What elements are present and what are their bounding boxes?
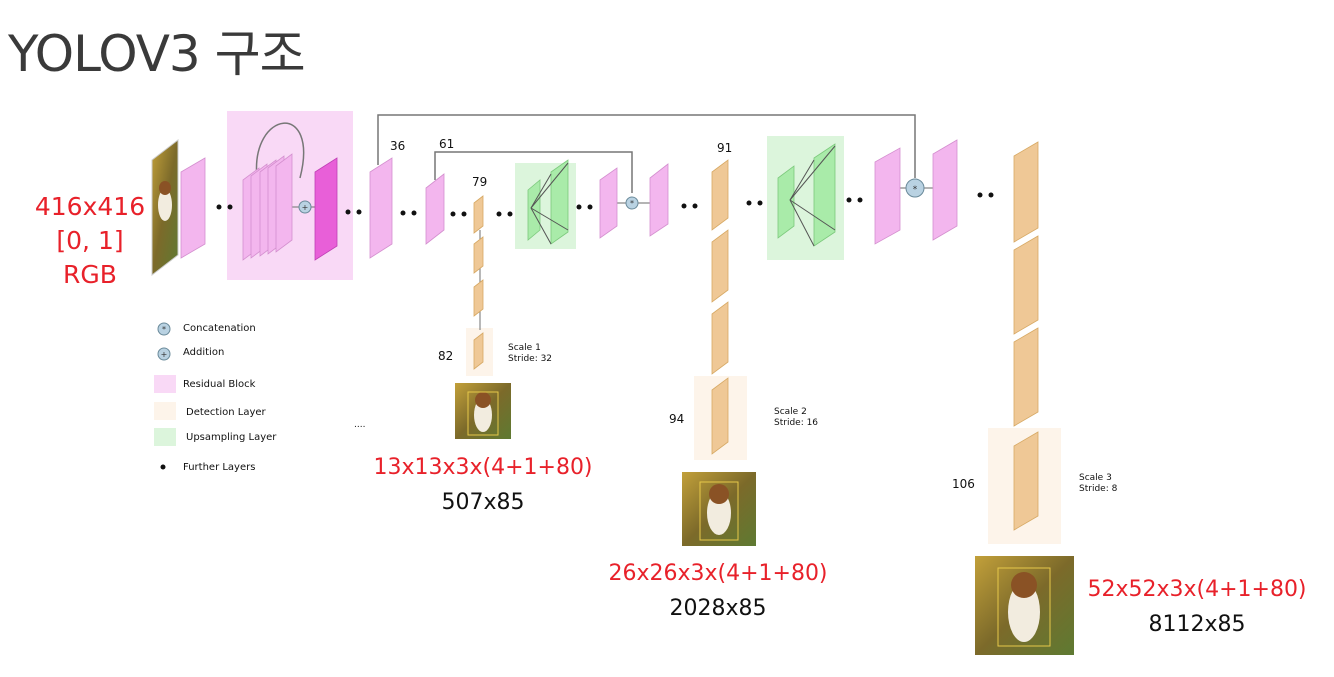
layer-label-61: 61	[439, 137, 454, 151]
page-title: YOLOV3 구조	[8, 25, 306, 83]
output-image-scale-1	[455, 383, 511, 439]
legend-concatenation-label: Concatenation	[183, 323, 256, 334]
legend-upsampling-label: Upsampling Layer	[186, 432, 277, 443]
scale-3-title: Scale 3	[1079, 473, 1112, 483]
layer-slabs-pink	[180, 139, 958, 261]
layer-label-82: 82	[438, 349, 453, 363]
further-layer-dots	[216, 192, 994, 217]
legend-residual-label: Residual Block	[183, 379, 256, 390]
scale-3-output-shape: 52x52x3x(4+1+80)	[1087, 577, 1306, 602]
layer-label-106: 106	[952, 477, 975, 491]
legend-upsampling-swatch	[154, 428, 176, 446]
legend: * Concatenation + Addition Residual Bloc…	[154, 322, 277, 473]
scale-3-output-size: 8112x85	[1148, 612, 1245, 637]
scale-2-output-shape: 26x26x3x(4+1+80)	[608, 561, 827, 586]
scale-2-title: Scale 2	[774, 407, 807, 417]
layer-label-79: 79	[472, 175, 487, 189]
legend-detection-label: Detection Layer	[186, 407, 267, 418]
skip-connections	[255, 114, 916, 193]
scale-1-output-shape: 13x13x3x(4+1+80)	[373, 455, 592, 480]
input-size-label: 416x416	[35, 192, 145, 221]
legend-detection-swatch	[154, 402, 176, 420]
scale-1-stride: Stride: 32	[508, 354, 552, 364]
legend-concatenation-icon: *	[157, 322, 171, 336]
scale-1-output-size: 507x85	[441, 490, 524, 515]
svg-text:*: *	[630, 199, 634, 208]
svg-text:+: +	[302, 203, 309, 212]
upsample-fan-lines	[530, 145, 836, 247]
legend-ellipsis: ....	[354, 420, 365, 430]
output-image-scale-3	[975, 556, 1074, 655]
layer-slabs-tan	[473, 141, 1039, 531]
layer-label-36: 36	[390, 139, 405, 153]
svg-text:*: *	[913, 185, 918, 195]
input-channel-label: RGB	[63, 260, 117, 289]
layer-label-91: 91	[717, 141, 732, 155]
legend-further-label: Further Layers	[183, 462, 255, 473]
svg-text:+: +	[161, 350, 168, 359]
legend-addition-label: Addition	[183, 347, 224, 358]
output-image-scale-2	[682, 472, 756, 546]
layer-slab-magenta	[314, 157, 338, 261]
input-range-label: [0, 1]	[56, 226, 123, 255]
scale-3-stride: Stride: 8	[1079, 484, 1118, 494]
input-image	[151, 138, 179, 277]
concatenation-node-2: *	[905, 178, 925, 198]
legend-further-dot	[160, 464, 166, 470]
svg-text:*: *	[162, 325, 166, 334]
scale-2-stride: Stride: 16	[774, 418, 818, 428]
legend-residual-swatch	[154, 375, 176, 393]
scale-1-title: Scale 1	[508, 343, 541, 353]
legend-addition-icon: +	[157, 347, 171, 361]
concatenation-node-1: *	[625, 196, 639, 210]
scale-2-output-size: 2028x85	[669, 596, 766, 621]
layer-label-94: 94	[669, 412, 684, 426]
addition-node: +	[298, 200, 312, 214]
